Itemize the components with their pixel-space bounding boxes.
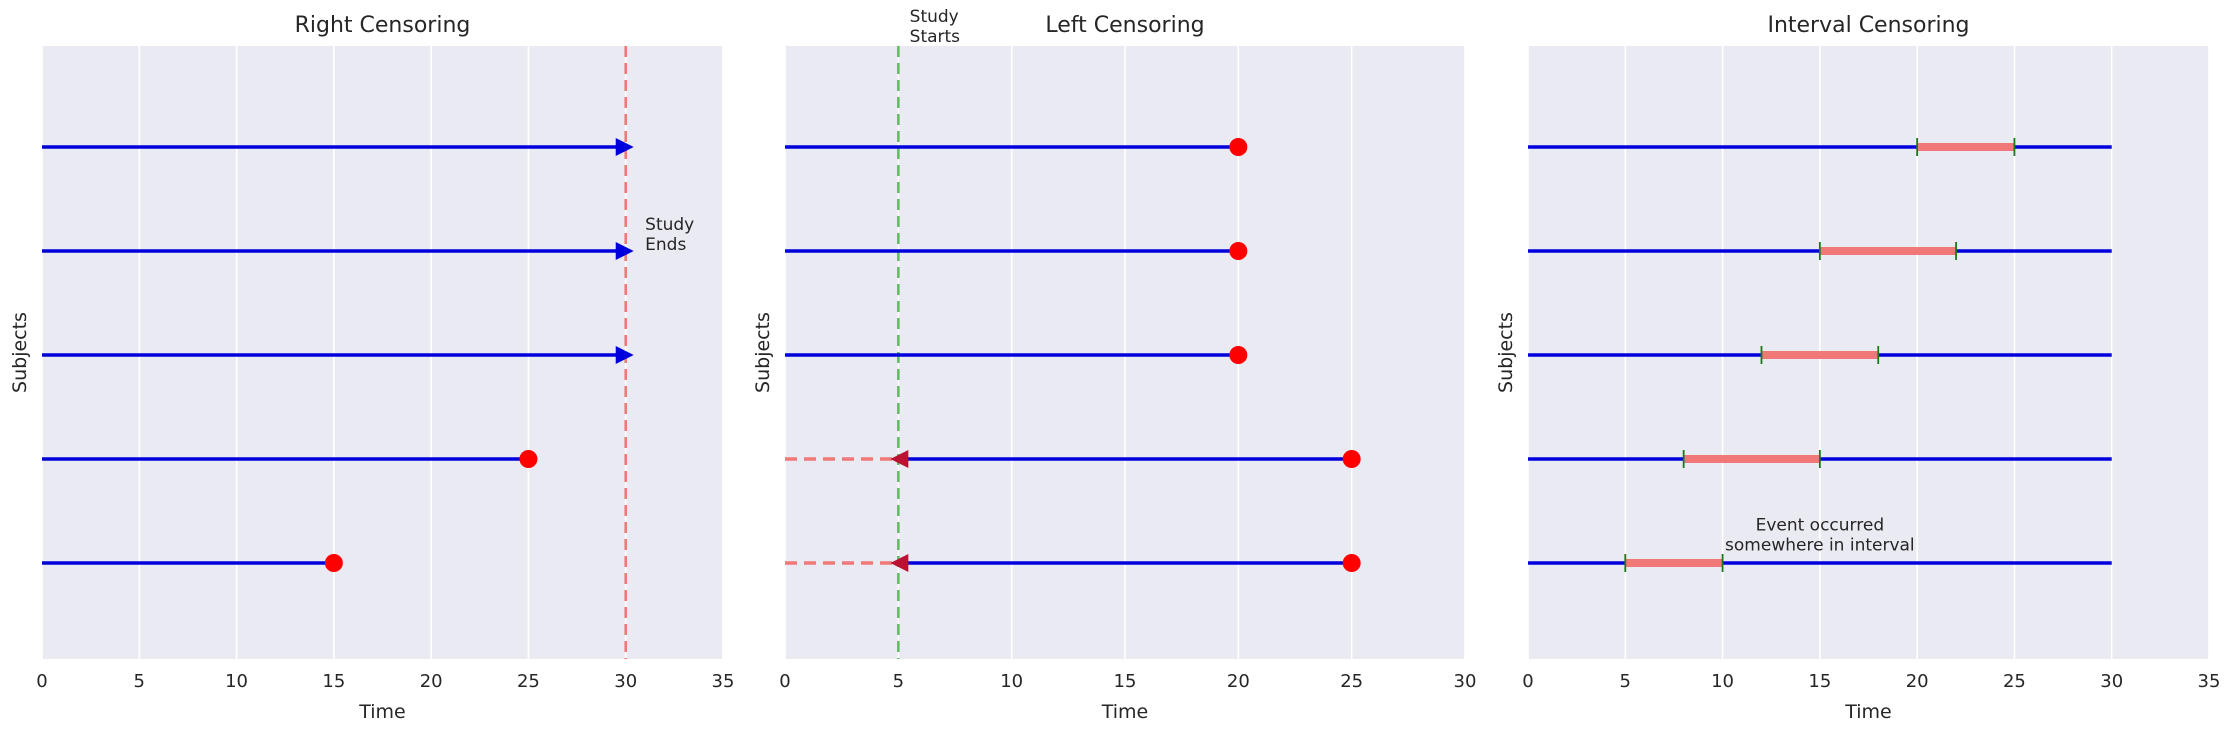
x-tick-label: 10 [1711,671,1734,692]
chart-title: Right Censoring [295,13,471,38]
left-censoring-panel: 0 5 10 15 20 25 30 Left Censoring Time Subjects St… [752,7,1476,723]
x-tick-label: 35 [2198,671,2221,692]
x-tick-label: 30 [1454,671,1477,692]
y-axis-label: Subjects [9,312,31,393]
x-tick-label: 20 [1227,671,1250,692]
y-axis-label: Subjects [752,312,774,393]
x-axis-label: Time [1101,701,1149,723]
x-tick-label: 0 [36,671,47,692]
annotation-text: Ends [645,235,686,255]
interval-censoring-panel: 0 5 10 15 20 25 30 35 Interval Censoring Time Subj… [1495,13,2220,723]
chart-title: Left Censoring [1045,13,1204,38]
x-axis-label: Time [1844,701,1892,723]
annotation-text: Study [910,7,959,27]
left-censor-arrow [890,450,909,468]
x-tick-label: 25 [517,671,540,692]
event-marker [1229,346,1248,364]
annotation-text: Event occurred [1756,516,1885,536]
x-tick-label: 5 [1620,671,1631,692]
x-tick-label: 25 [2003,671,2026,692]
x-tick-label: 15 [322,671,345,692]
x-tick-label: 35 [712,671,735,692]
x-tick-label: 20 [420,671,443,692]
x-tick-label: 0 [1522,671,1533,692]
annotation-text: Study [645,215,694,235]
x-tick-label: 30 [614,671,637,692]
x-tick-label: 5 [893,671,904,692]
event-marker [324,554,343,572]
x-tick-label: 15 [1808,671,1831,692]
event-marker [1229,242,1248,260]
censor-arrow [615,242,634,260]
left-censor-arrow [890,554,909,572]
x-tick-label: 15 [1114,671,1137,692]
x-tick-label: 0 [779,671,790,692]
x-tick-label: 25 [1340,671,1363,692]
annotation-text: somewhere in interval [1725,536,1915,556]
event-marker [1342,450,1361,468]
y-axis-label: Subjects [1495,312,1517,393]
chart-title: Interval Censoring [1767,13,1969,38]
x-tick-label: 10 [225,671,248,692]
x-tick-label: 20 [1906,671,1929,692]
x-axis-label: Time [358,701,406,723]
x-tick-label: 30 [2100,671,2123,692]
x-tick-label: 10 [1000,671,1023,692]
x-tick-label: 5 [134,671,145,692]
event-marker [1229,138,1248,156]
censor-arrow [615,346,634,364]
annotation-text: Starts [910,27,961,47]
event-marker [519,450,538,468]
event-marker [1342,554,1361,572]
censor-arrow [615,138,634,156]
right-censoring-panel: 0 5 10 15 20 25 30 35 Right Censoring Time Subject… [9,13,734,723]
